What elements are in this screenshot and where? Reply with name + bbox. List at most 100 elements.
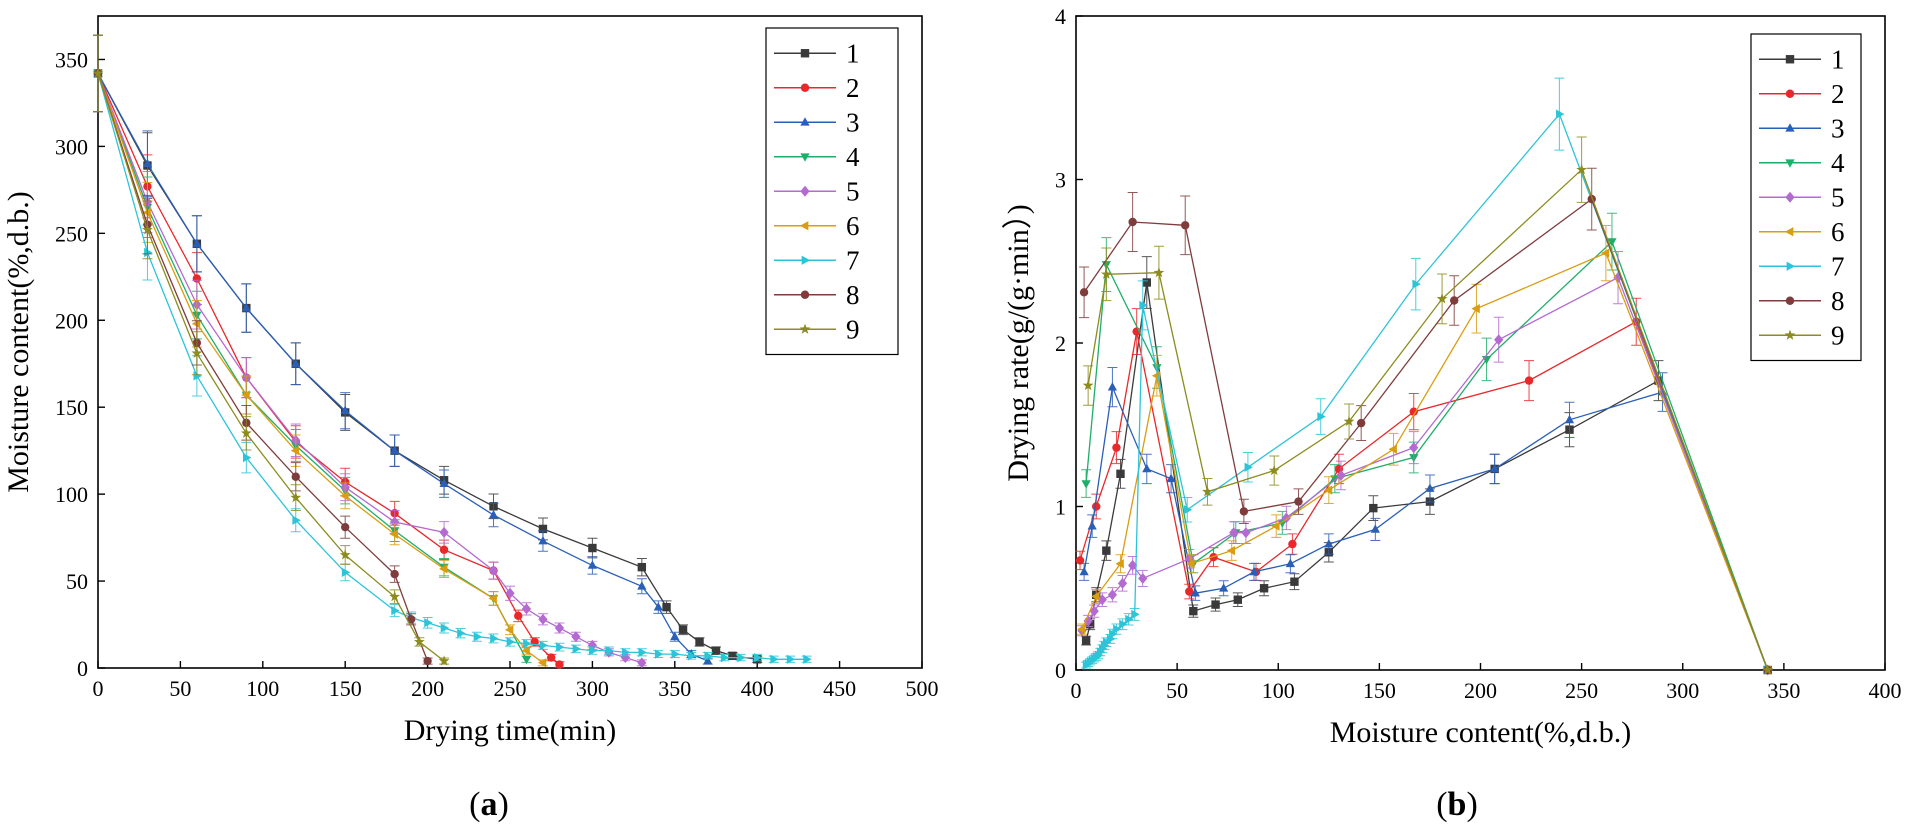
series-5 <box>93 34 647 669</box>
legend-label: 2 <box>846 73 860 103</box>
panel-b-chart: 0 50 100 150 200 250 300 350 400 0 1 2 3 4 Moisture co… <box>1002 4 1902 749</box>
data-point <box>1102 546 1111 555</box>
data-point <box>240 427 252 438</box>
data-point <box>440 623 450 633</box>
data-point <box>142 224 153 235</box>
data-point <box>622 647 631 657</box>
x-axis-title: Moisture content(%,d.b.) <box>1330 716 1632 749</box>
data-point <box>1494 334 1504 346</box>
data-point <box>1189 606 1198 616</box>
legend-label: 9 <box>846 314 860 344</box>
legend-label: 7 <box>1831 251 1845 281</box>
data-point <box>1125 614 1134 624</box>
data-point <box>1388 444 1397 454</box>
data-point <box>588 543 597 553</box>
legend-swatch-marker <box>1785 159 1795 168</box>
x-tick-label: 250 <box>1565 678 1598 703</box>
data-point <box>1116 469 1125 478</box>
data-point <box>473 632 483 642</box>
legend-label: 8 <box>1831 286 1845 316</box>
data-point <box>505 587 515 599</box>
data-point <box>555 660 564 669</box>
data-point <box>1119 619 1128 629</box>
series-1 <box>93 34 763 664</box>
series-line-5 <box>1081 276 1769 671</box>
legend-swatch-marker <box>800 153 810 162</box>
data-point <box>1142 463 1152 473</box>
data-point <box>488 593 497 604</box>
data-point <box>770 654 779 664</box>
data-point <box>1131 609 1140 620</box>
data-point <box>389 591 401 602</box>
data-point <box>638 647 647 657</box>
data-point <box>193 371 202 381</box>
data-point <box>506 637 516 647</box>
series-3 <box>1079 367 1773 674</box>
data-point <box>1128 559 1138 571</box>
legend-swatch-marker <box>1784 227 1794 237</box>
data-point <box>1209 552 1218 562</box>
data-point <box>538 613 548 625</box>
data-point <box>1185 587 1194 596</box>
data-point <box>1202 486 1213 497</box>
data-point <box>1249 566 1259 576</box>
data-point <box>1317 411 1326 422</box>
legend-swatch-marker <box>1785 55 1795 64</box>
data-point <box>1450 296 1459 305</box>
legend-swatch-marker <box>800 83 810 92</box>
data-point <box>620 652 630 664</box>
data-point <box>704 651 713 661</box>
data-point <box>703 656 713 665</box>
legend-swatch-marker <box>1785 191 1795 203</box>
data-point <box>339 549 351 560</box>
x-tick-label: 0 <box>1071 678 1082 703</box>
data-point <box>1436 293 1448 304</box>
legend-label: 6 <box>1831 217 1845 247</box>
data-point <box>1083 615 1093 627</box>
data-point <box>572 644 581 654</box>
data-point <box>439 564 448 574</box>
data-point <box>1107 382 1118 391</box>
data-point <box>1186 559 1195 569</box>
data-point <box>439 478 449 488</box>
data-point <box>391 606 400 616</box>
panel-a-label: (a) <box>469 786 509 823</box>
legend-label: 9 <box>1831 320 1845 350</box>
data-point <box>1524 376 1534 385</box>
data-point <box>406 615 416 624</box>
data-point <box>92 67 104 78</box>
data-point <box>1233 595 1242 604</box>
legend-swatch-marker <box>800 49 810 58</box>
data-point <box>290 491 302 503</box>
series-line-3 <box>1083 384 1769 671</box>
data-point <box>670 631 680 641</box>
data-point <box>1356 418 1366 428</box>
series-line-6 <box>1081 252 1769 671</box>
data-point <box>439 545 449 554</box>
series-5 <box>1077 250 1773 676</box>
data-point <box>521 603 532 615</box>
data-point <box>292 515 301 525</box>
data-point <box>1117 577 1128 589</box>
y-tick-label: 3 <box>1055 168 1066 193</box>
x-tick-label: 400 <box>1869 678 1902 703</box>
data-point <box>1412 279 1421 289</box>
data-point <box>1324 539 1334 548</box>
series-7 <box>1081 77 1773 675</box>
data-point <box>424 618 433 628</box>
series-8 <box>1079 167 1772 675</box>
data-point <box>341 522 350 532</box>
data-point <box>1079 288 1089 297</box>
legend-label: 4 <box>846 142 860 172</box>
legend-swatch-marker <box>800 290 810 299</box>
legend-swatch-marker <box>1785 89 1795 98</box>
data-point <box>1244 462 1253 472</box>
data-point <box>341 567 351 577</box>
x-tick-label: 400 <box>741 676 774 701</box>
data-point <box>423 656 432 666</box>
data-point <box>786 654 796 664</box>
data-point <box>653 602 663 611</box>
data-point <box>241 390 250 400</box>
data-point <box>587 639 598 651</box>
